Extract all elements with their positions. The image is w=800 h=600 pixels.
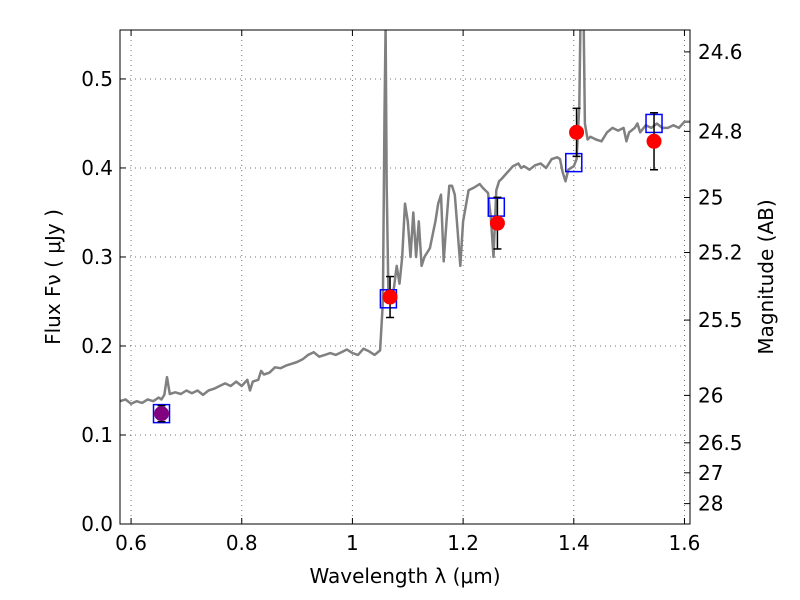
y2-tick-label: 24.8 [698, 119, 743, 143]
y-tick-label: 0.4 [81, 156, 113, 180]
observed-point [489, 215, 505, 231]
y2-tick-label: 27 [698, 461, 723, 485]
plot-background [120, 30, 690, 524]
y-tick-label: 0.0 [81, 512, 113, 536]
y-tick-label: 0.3 [81, 245, 113, 269]
x-axis-label: Wavelength λ (μm) [309, 564, 500, 588]
x-tick-label: 1.6 [669, 531, 701, 555]
observed-point [646, 133, 662, 149]
y-axis-label: Flux Fν ( μJy ) [41, 209, 65, 345]
model-photometry-square [565, 152, 583, 173]
y2-axis-label: Magnitude (AB) [754, 199, 778, 354]
x-tick-label: 1.2 [447, 531, 479, 555]
data-layer [120, 30, 690, 424]
x-tick-label: 0.6 [115, 531, 147, 555]
observed-point [382, 289, 398, 305]
y-tick-label: 0.5 [81, 67, 113, 91]
y-tick-label: 0.2 [81, 334, 113, 358]
y2-tick-label: 28 [698, 492, 723, 516]
x-tick-label: 0.8 [226, 531, 258, 555]
y2-tick-label: 26 [698, 383, 723, 407]
y2-tick-label: 25 [698, 186, 723, 210]
y2-tick-label: 24.6 [698, 40, 743, 64]
plot-frame [119, 29, 691, 525]
model-photometry-square [152, 403, 171, 424]
x-tick-label: 1 [346, 531, 359, 555]
x-tick-label: 1.4 [558, 531, 590, 555]
y2-tick-label: 26.5 [698, 431, 743, 455]
model-spectrum-line [120, 30, 690, 406]
observed-point [569, 124, 585, 140]
observed-optical-point [154, 406, 170, 422]
ticks: 0.6 0.8 1 1.2 1.4 1.6 0.0 0.1 0.2 0.3 0.4 0.5 24.6 24… [81, 30, 743, 555]
y-tick-label: 0.1 [81, 423, 113, 447]
y2-tick-label: 25.2 [698, 241, 743, 265]
y2-tick-label: 25.5 [698, 308, 743, 332]
